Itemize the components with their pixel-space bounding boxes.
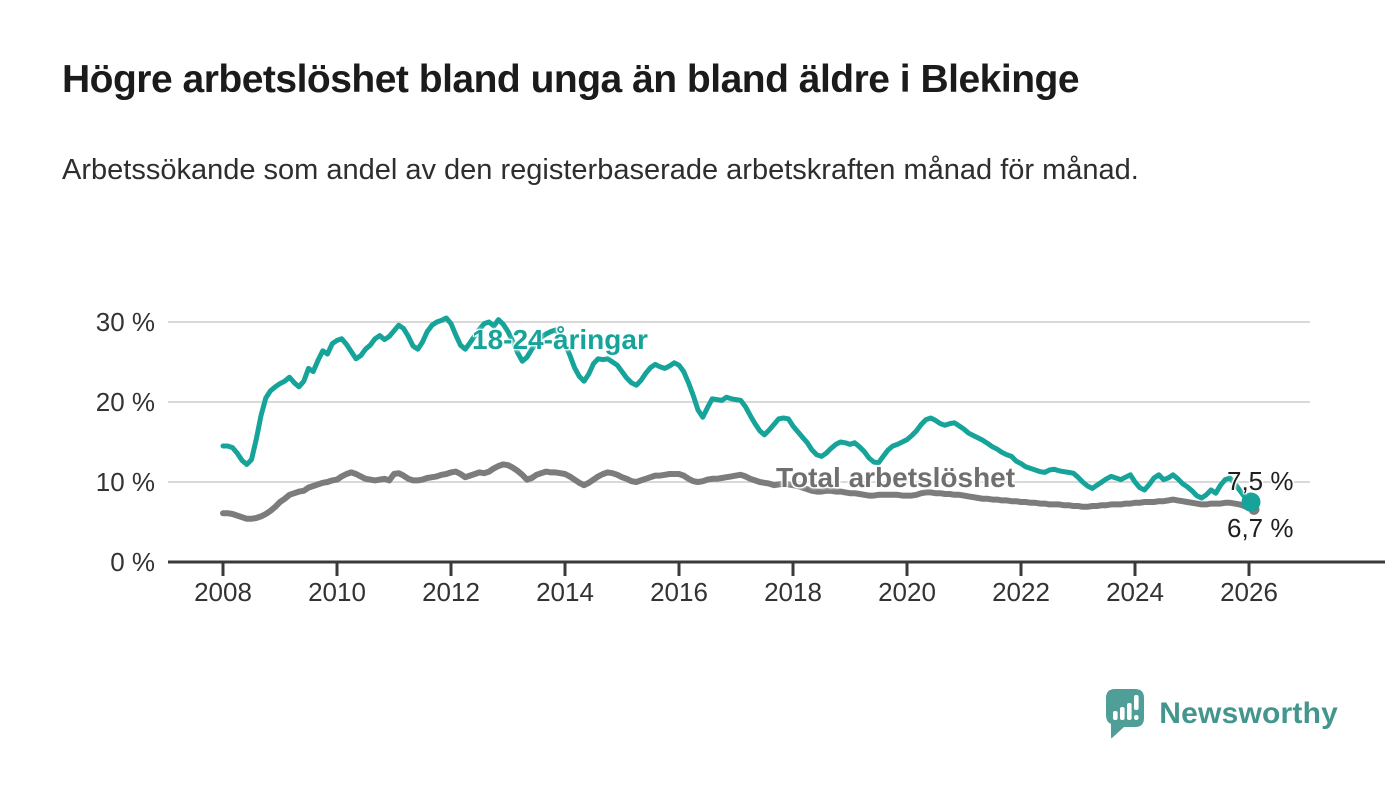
newsworthy-wordmark: Newsworthy — [1159, 697, 1338, 730]
x-axis-label: 2010 — [308, 577, 366, 607]
newsworthy-bars-icon — [1106, 689, 1145, 739]
page-title: Högre arbetslöshet bland unga än bland ä… — [62, 58, 1080, 101]
y-axis-label: 0 % — [110, 547, 155, 577]
end-value-label-youth: 7,5 % — [1227, 466, 1294, 496]
x-axis-label: 2016 — [650, 577, 708, 607]
x-axis-label: 2020 — [878, 577, 936, 607]
x-axis-label: 2012 — [422, 577, 480, 607]
x-axis-label: 2022 — [992, 577, 1050, 607]
y-axis-label: 20 % — [96, 387, 155, 417]
end-value-label-total: 6,7 % — [1227, 513, 1294, 543]
series-label-total: Total arbetslöshet — [776, 462, 1016, 493]
series-label-youth: 18-24-åringar — [472, 324, 648, 355]
series-line-youth — [220, 315, 1252, 505]
y-axis-label: 30 % — [96, 307, 155, 337]
x-axis-label: 2018 — [764, 577, 822, 607]
chart-subtitle: Arbetssökande som andel av den registerb… — [62, 154, 1139, 186]
x-axis-label: 2026 — [1220, 577, 1278, 607]
x-axis-label: 2008 — [194, 577, 252, 607]
x-axis-label: 2014 — [536, 577, 594, 607]
newsworthy-logo: Newsworthy — [1105, 688, 1338, 740]
y-axis-label: 10 % — [96, 467, 155, 497]
x-axis-label: 2024 — [1106, 577, 1164, 607]
series-endpoint-youth — [1241, 492, 1261, 512]
series-line-total — [220, 461, 1252, 522]
